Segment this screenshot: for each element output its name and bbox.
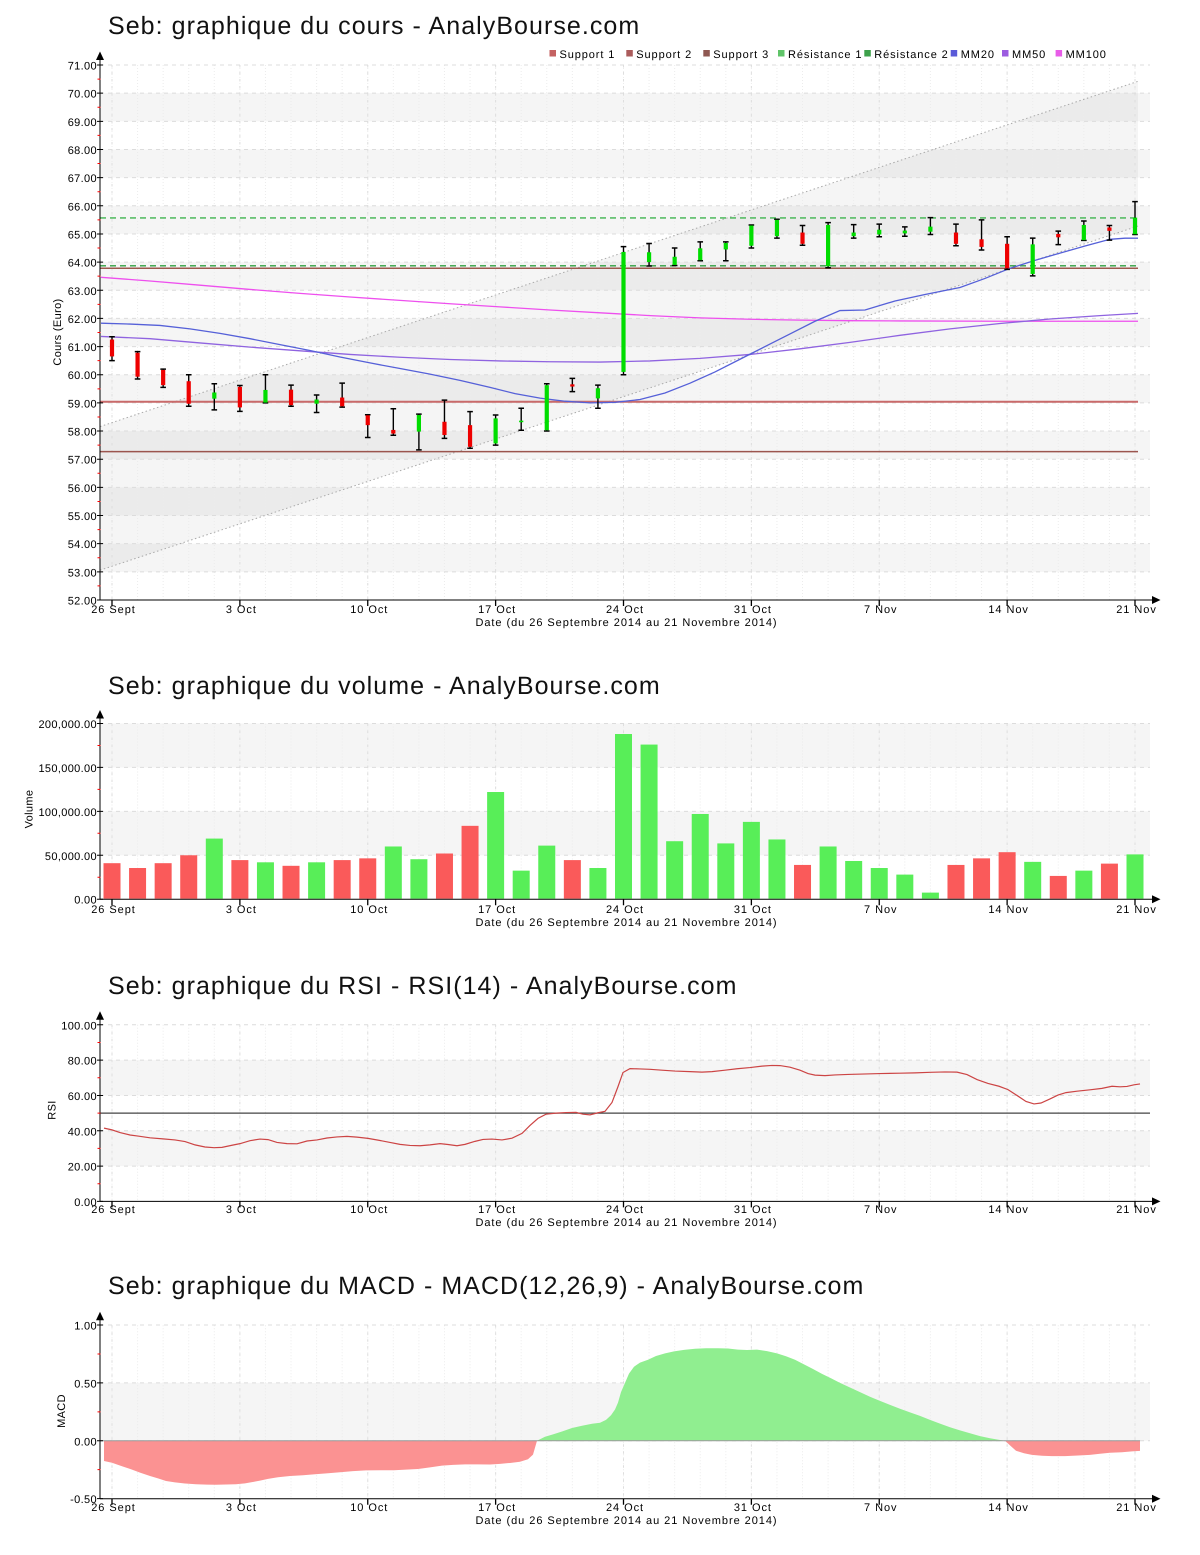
svg-text:7 Nov: 7 Nov [864, 604, 898, 616]
svg-text:MACD: MACD [56, 1394, 68, 1428]
svg-text:10 Oct: 10 Oct [350, 1502, 388, 1514]
svg-text:68.00: 68.00 [68, 145, 97, 157]
svg-text:7 Nov: 7 Nov [864, 1502, 898, 1514]
svg-text:20.00: 20.00 [68, 1162, 97, 1174]
svg-text:21 Nov: 21 Nov [1116, 1204, 1157, 1216]
svg-text:65.00: 65.00 [68, 229, 97, 241]
svg-text:Seb: graphique du cours - Anal: Seb: graphique du cours - AnalyBourse.co… [108, 12, 640, 40]
svg-text:52.00: 52.00 [68, 596, 97, 608]
svg-text:-0.50: -0.50 [70, 1494, 97, 1506]
svg-text:53.00: 53.00 [68, 567, 97, 579]
svg-text:Seb: graphique du MACD - MACD(: Seb: graphique du MACD - MACD(12,26,9) -… [108, 1272, 864, 1300]
svg-text:1.00: 1.00 [74, 1321, 97, 1333]
svg-text:64.00: 64.00 [68, 258, 97, 270]
svg-text:17 Oct: 17 Oct [478, 904, 516, 916]
svg-text:55.00: 55.00 [68, 511, 97, 523]
svg-text:54.00: 54.00 [68, 539, 97, 551]
svg-text:0.00: 0.00 [74, 1197, 97, 1209]
svg-text:26 Sept: 26 Sept [91, 1502, 136, 1514]
svg-text:Date (du 26 Septembre 2014 au: Date (du 26 Septembre 2014 au 21 Novembr… [475, 917, 777, 929]
svg-text:14 Nov: 14 Nov [988, 1204, 1029, 1216]
svg-text:MM20: MM20 [961, 49, 995, 61]
svg-text:14 Nov: 14 Nov [988, 604, 1029, 616]
svg-text:14 Nov: 14 Nov [988, 904, 1029, 916]
svg-text:71.00: 71.00 [68, 61, 97, 73]
svg-text:58.00: 58.00 [68, 427, 97, 439]
svg-text:MM100: MM100 [1066, 49, 1107, 61]
svg-text:59.00: 59.00 [68, 398, 97, 410]
svg-text:Cours (Euro): Cours (Euro) [52, 298, 64, 365]
svg-text:31 Oct: 31 Oct [734, 904, 772, 916]
svg-text:50,000.00: 50,000.00 [45, 851, 97, 863]
svg-text:Support 1: Support 1 [560, 49, 616, 61]
svg-text:Volume: Volume [24, 790, 36, 829]
svg-text:Résistance 1: Résistance 1 [788, 49, 862, 61]
svg-text:10 Oct: 10 Oct [350, 1204, 388, 1216]
svg-text:200,000.00: 200,000.00 [38, 719, 97, 731]
svg-text:RSI: RSI [47, 1100, 59, 1119]
svg-text:69.00: 69.00 [68, 117, 97, 129]
svg-text:80.00: 80.00 [68, 1056, 97, 1068]
svg-text:24 Oct: 24 Oct [606, 1502, 644, 1514]
svg-text:Seb: graphique du RSI - RSI(14: Seb: graphique du RSI - RSI(14) - AnalyB… [108, 972, 738, 1000]
svg-text:24 Oct: 24 Oct [606, 1204, 644, 1216]
svg-text:Support 2: Support 2 [636, 49, 692, 61]
svg-text:26 Sept: 26 Sept [91, 1204, 136, 1216]
svg-text:Date (du 26 Septembre 2014 au: Date (du 26 Septembre 2014 au 21 Novembr… [475, 617, 777, 629]
svg-text:31 Oct: 31 Oct [734, 1204, 772, 1216]
svg-text:Résistance 2: Résistance 2 [874, 49, 948, 61]
svg-text:31 Oct: 31 Oct [734, 1502, 772, 1514]
svg-text:3 Oct: 3 Oct [226, 1502, 257, 1514]
svg-text:21 Nov: 21 Nov [1116, 604, 1157, 616]
svg-text:21 Nov: 21 Nov [1116, 1502, 1157, 1514]
svg-text:0.50: 0.50 [74, 1378, 97, 1390]
svg-text:10 Oct: 10 Oct [350, 904, 388, 916]
svg-text:7 Nov: 7 Nov [864, 904, 898, 916]
svg-text:70.00: 70.00 [68, 89, 97, 101]
svg-text:3 Oct: 3 Oct [226, 604, 257, 616]
svg-text:56.00: 56.00 [68, 483, 97, 495]
svg-text:Date (du 26 Septembre 2014 au: Date (du 26 Septembre 2014 au 21 Novembr… [475, 1217, 777, 1229]
svg-text:Support 3: Support 3 [713, 49, 769, 61]
svg-text:17 Oct: 17 Oct [478, 604, 516, 616]
svg-text:60.00: 60.00 [68, 370, 97, 382]
svg-text:0.00: 0.00 [74, 1436, 97, 1448]
svg-text:14 Nov: 14 Nov [988, 1502, 1029, 1514]
svg-text:60.00: 60.00 [68, 1091, 97, 1103]
svg-text:100,000.00: 100,000.00 [38, 807, 97, 819]
svg-text:67.00: 67.00 [68, 173, 97, 185]
svg-text:24 Oct: 24 Oct [606, 604, 644, 616]
svg-text:61.00: 61.00 [68, 342, 97, 354]
svg-text:10 Oct: 10 Oct [350, 604, 388, 616]
svg-text:40.00: 40.00 [68, 1126, 97, 1138]
svg-text:0.00: 0.00 [74, 895, 97, 907]
svg-text:63.00: 63.00 [68, 286, 97, 298]
svg-text:17 Oct: 17 Oct [478, 1502, 516, 1514]
svg-text:150,000.00: 150,000.00 [38, 763, 97, 775]
svg-text:Date (du 26 Septembre 2014 au: Date (du 26 Septembre 2014 au 21 Novembr… [475, 1515, 777, 1527]
svg-text:Seb: graphique du volume - Ana: Seb: graphique du volume - AnalyBourse.c… [108, 672, 661, 700]
svg-text:24 Oct: 24 Oct [606, 904, 644, 916]
svg-text:3 Oct: 3 Oct [226, 904, 257, 916]
svg-text:66.00: 66.00 [68, 201, 97, 213]
svg-text:21 Nov: 21 Nov [1116, 904, 1157, 916]
svg-text:3 Oct: 3 Oct [226, 1204, 257, 1216]
svg-text:MM50: MM50 [1012, 49, 1046, 61]
svg-text:62.00: 62.00 [68, 314, 97, 326]
svg-text:57.00: 57.00 [68, 455, 97, 467]
svg-text:7 Nov: 7 Nov [864, 1204, 898, 1216]
svg-text:17 Oct: 17 Oct [478, 1204, 516, 1216]
svg-text:31 Oct: 31 Oct [734, 604, 772, 616]
svg-text:100.00: 100.00 [61, 1020, 97, 1032]
svg-text:26 Sept: 26 Sept [91, 904, 136, 916]
svg-text:26 Sept: 26 Sept [91, 604, 136, 616]
